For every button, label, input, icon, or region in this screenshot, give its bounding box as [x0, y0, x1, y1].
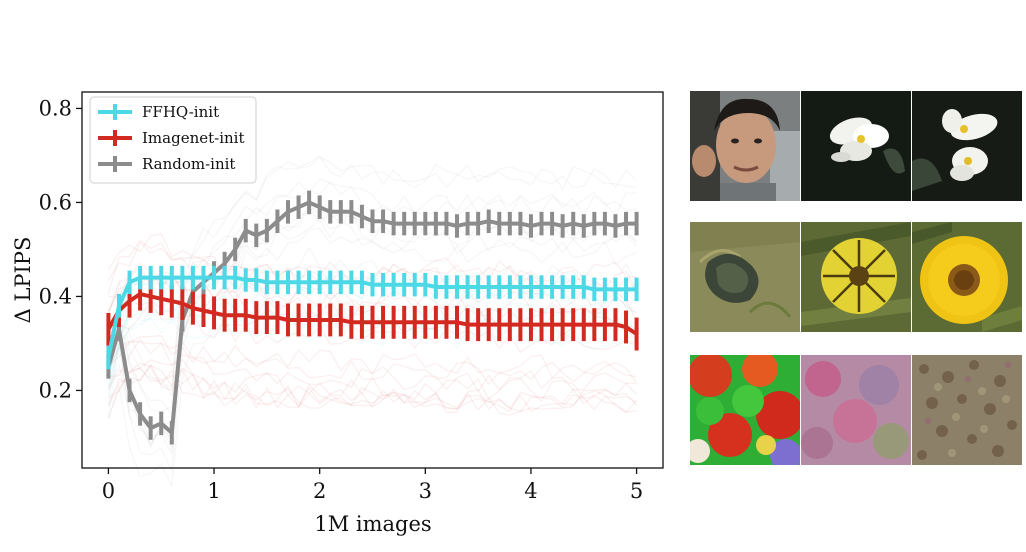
thumb-white-flowers-2 — [912, 91, 1022, 201]
series-layer — [106, 190, 639, 445]
thumb-striped-flower — [801, 222, 911, 332]
y-tick-label: 0.8 — [39, 96, 72, 120]
white-flower-image — [912, 91, 1022, 201]
blur-image-pink — [801, 355, 911, 465]
white-flower-image — [801, 91, 911, 201]
axis-ticks: 0 1 2 3 4 5 0.2 0.4 0.6 0.8 — [39, 96, 644, 503]
legend-box — [89, 96, 257, 184]
y-tick-label: 0.4 — [39, 284, 72, 308]
x-tick-label: 5 — [630, 479, 643, 503]
blob-image — [690, 222, 800, 332]
x-axis-label: 1M images — [314, 512, 431, 536]
legend: FFHQ-init Imagenet-init Random-init — [89, 96, 257, 184]
background-run-line — [108, 367, 638, 412]
legend-label: Random-init — [142, 155, 235, 173]
series-line — [106, 200, 637, 435]
noise-image-red-green — [690, 355, 800, 465]
series-imagenet-init — [106, 277, 639, 351]
series-line — [106, 275, 637, 358]
legend-label: Imagenet-init — [142, 129, 245, 147]
thumb-red-green-noise — [690, 355, 800, 465]
background-run-line — [107, 218, 638, 456]
background-run-line — [107, 362, 638, 419]
background-run-line — [107, 181, 637, 413]
legend-item: Imagenet-init — [98, 129, 245, 147]
x-tick-label: 2 — [313, 479, 326, 503]
y-axis-label: Δ LPIPS — [11, 237, 35, 324]
yellow-flower-image — [912, 222, 1022, 332]
background-run-line — [107, 364, 637, 413]
face-image — [690, 91, 800, 201]
thumb-yellow-flower — [912, 222, 1022, 332]
background-run-line — [107, 358, 638, 403]
thumb-brown-speckle — [912, 355, 1022, 465]
background-run-line — [107, 246, 638, 489]
background-run-line — [108, 338, 637, 393]
series-ffhq-init — [106, 265, 639, 370]
legend-label: FFHQ-init — [142, 103, 219, 121]
thumb-face — [690, 91, 800, 201]
background-run-line — [107, 155, 637, 388]
thumb-pink-blur — [801, 355, 911, 465]
background-run-line — [107, 334, 637, 386]
y-tick-label: 0.6 — [39, 190, 72, 214]
x-tick-label: 0 — [102, 479, 115, 503]
y-tick-label: 0.2 — [39, 378, 72, 402]
striped-flower-image — [801, 222, 911, 332]
background-run-line — [107, 363, 637, 416]
x-tick-label: 1 — [207, 479, 220, 503]
x-tick-label: 4 — [524, 479, 537, 503]
legend-item: FFHQ-init — [98, 103, 219, 121]
background-run-line — [107, 204, 637, 445]
background-run-line — [107, 156, 638, 398]
thumb-white-flowers-1 — [801, 91, 911, 201]
legend-item: Random-init — [98, 155, 235, 173]
background-run-line — [107, 206, 637, 450]
background-run-line — [107, 340, 638, 384]
background-run-line — [107, 317, 638, 415]
plot-frame — [81, 91, 664, 469]
background-run-line — [107, 227, 637, 474]
speckle-image-brown — [912, 355, 1022, 465]
thumb-blob — [690, 222, 800, 332]
series-line — [106, 292, 638, 336]
x-tick-label: 3 — [419, 479, 432, 503]
